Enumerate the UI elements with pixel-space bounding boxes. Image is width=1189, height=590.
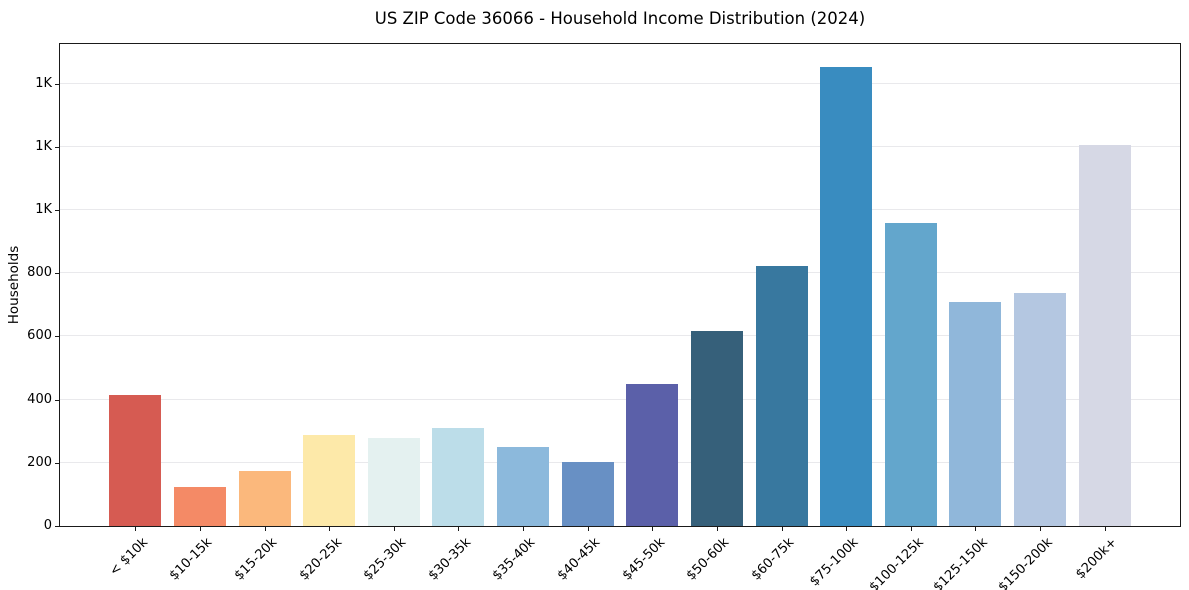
x-tick-label-200k+: $200k+ [1073,535,1121,583]
x-tick-mark-0 [135,527,137,531]
x-tick-label-15-20k: $15-20k [231,535,281,584]
y-tick-mark-1400 [55,83,59,85]
y-tick-mark-400 [55,399,59,401]
y-tick-mark-800 [55,273,59,275]
y-axis-label: Households [6,245,22,325]
y-tick-label-200: 200 [27,454,52,470]
gridline-y600 [60,335,1180,337]
gridline-y200 [60,461,1180,463]
x-tick-label-100-125k: $100-125k [866,535,927,590]
bar-15-20k [238,471,291,526]
x-tick-label-45-50k: $45-50k [619,535,668,584]
bar-200k+ [1078,145,1131,526]
x-tick-mark-14 [1040,527,1042,531]
bar-150-200k [1014,292,1067,526]
bar-100-125k [884,223,937,526]
plot-area [59,43,1181,527]
bar-20-25k [303,434,356,526]
bar-40-45k [561,462,614,526]
y-tick-mark-200 [55,462,59,464]
bar-10-15k [173,487,226,526]
gridline-y400 [60,398,1180,400]
x-tick-label-40-45k: $40-45k [554,535,604,584]
bar-30-35k [432,428,485,526]
x-tick-label-35-40k: $35-40k [490,535,539,584]
y-tick-label-1000: 1K [35,201,52,217]
x-tick-label-75-100k: $75-100k [807,535,862,590]
gridline-y1400 [60,82,1180,84]
bar-45-50k [626,383,679,526]
bar-75-100k [820,67,873,526]
bar-50-60k [690,330,743,526]
x-tick-mark-9 [716,527,718,531]
x-tick-label-125-150k: $125-150k [930,535,992,590]
x-tick-label-50-60k: $50-60k [684,535,733,584]
x-tick-label-10k: < $10k [106,535,151,580]
y-tick-label-800: 800 [27,265,52,281]
y-tick-label-0: 0 [43,518,52,533]
y-tick-label-1400: 1K [35,75,52,91]
x-tick-mark-8 [652,527,654,531]
x-tick-mark-10 [781,527,783,531]
y-tick-mark-1000 [55,209,59,211]
x-tick-mark-11 [846,527,848,531]
chart-title: US ZIP Code 36066 - Household Income Dis… [374,9,866,28]
y-tick-label-400: 400 [27,391,52,407]
x-tick-mark-15 [1104,527,1106,531]
x-tick-mark-7 [587,527,589,531]
x-tick-label-25-30k: $25-30k [360,535,410,584]
bar-25-30k [367,438,420,526]
gridline-y1200 [60,145,1180,147]
x-tick-mark-3 [329,527,331,531]
x-tick-mark-2 [264,527,266,531]
x-tick-mark-5 [458,527,460,531]
x-tick-mark-6 [523,527,525,531]
x-tick-label-30-35k: $30-35k [425,535,475,584]
x-tick-mark-13 [975,527,977,531]
y-tick-mark-0 [55,526,59,527]
y-tick-mark-600 [55,336,59,338]
x-tick-mark-4 [393,527,395,531]
x-tick-mark-12 [910,527,912,531]
x-tick-label-150-200k: $150-200k [995,535,1056,590]
x-tick-label-20-25k: $20-25k [296,535,345,584]
bar-10k [109,394,162,526]
x-tick-mark-1 [199,527,201,531]
x-tick-label-10-15k: $10-15k [167,535,216,584]
bar-125-150k [949,301,1002,526]
y-tick-label-1200: 1K [35,138,52,154]
bar-60-75k [755,265,808,526]
x-tick-label-60-75k: $60-75k [748,535,798,584]
gridline-y1000 [60,208,1180,210]
bar-35-40k [497,446,550,526]
gridline-y800 [60,272,1180,274]
y-tick-mark-1200 [55,146,59,148]
y-tick-label-600: 600 [27,328,52,344]
